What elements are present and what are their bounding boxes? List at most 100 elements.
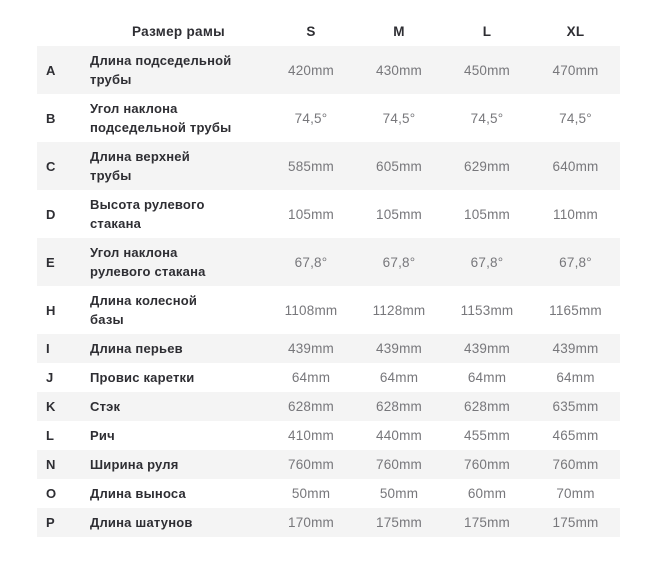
- header-row: Размер рамы S M L XL: [37, 16, 620, 46]
- cell-value-l: 455mm: [463, 428, 510, 443]
- cell-value-s: 628mm: [287, 399, 334, 414]
- column-header-letter-spacer: [37, 16, 90, 46]
- cell-value-xl: 70mm: [556, 486, 595, 501]
- cell-value-xl: 470mm: [552, 62, 599, 78]
- cell-value-xl: 465mm: [552, 428, 599, 443]
- cell-value-s: 585mm: [287, 158, 334, 174]
- cell-value-s: 760mm: [287, 457, 334, 472]
- cell-value-l: 439mm: [463, 341, 510, 356]
- frame-geometry-table: Размер рамы S M L XL A Длина подседельно…: [37, 16, 620, 537]
- row-label: Длина подседельной трубы: [90, 53, 232, 87]
- cell-value-l: 760mm: [463, 457, 510, 472]
- row-letter: I: [46, 341, 50, 356]
- cell-value-m: 430mm: [375, 62, 422, 78]
- table-row-p: P Длина шатунов 170mm 175mm 175mm 175mm: [37, 508, 620, 537]
- cell-value-xl: 67,8°: [559, 254, 592, 270]
- row-letter: E: [46, 254, 55, 270]
- column-header-size-xl: XL: [566, 23, 585, 39]
- cell-value-s: 1108mm: [284, 302, 338, 318]
- cell-value-l: 1153mm: [460, 302, 514, 318]
- cell-value-l: 105mm: [463, 206, 510, 222]
- column-header-size-s: S: [306, 23, 316, 39]
- cell-value-l: 64mm: [467, 370, 507, 385]
- row-label: Длина перьев: [90, 341, 183, 356]
- cell-value-s: 420mm: [287, 62, 334, 78]
- table-row-j: J Провис каретки 64mm 64mm 64mm 64mm: [37, 363, 620, 392]
- table-row-n: N Ширина руля 760mm 760mm 760mm 760mm: [37, 450, 620, 479]
- cell-value-m: 628mm: [375, 399, 422, 414]
- row-label: Ширина руля: [90, 457, 179, 472]
- column-header-size-l: L: [482, 23, 492, 39]
- row-label: Угол наклона подседельной трубы: [90, 101, 232, 135]
- table-row-l: L Рич 410mm 440mm 455mm 465mm: [37, 421, 620, 450]
- cell-value-xl: 635mm: [552, 399, 599, 414]
- cell-value-s: 105mm: [287, 206, 334, 222]
- cell-value-xl: 640mm: [552, 158, 599, 174]
- cell-value-m: 439mm: [375, 341, 422, 356]
- cell-value-m: 760mm: [375, 457, 422, 472]
- cell-value-m: 175mm: [375, 515, 422, 530]
- cell-value-m: 605mm: [375, 158, 422, 174]
- cell-value-s: 439mm: [287, 341, 334, 356]
- cell-value-m: 74,5°: [382, 110, 416, 126]
- cell-value-l: 628mm: [463, 399, 510, 414]
- cell-value-xl: 110mm: [552, 206, 598, 222]
- cell-value-l: 450mm: [463, 62, 510, 78]
- cell-value-m: 105mm: [375, 206, 422, 222]
- table-row-d: D Высота рулевого стакана 105mm 105mm 10…: [37, 190, 620, 238]
- column-header-frame-size: Размер рамы: [132, 23, 225, 39]
- table-row-i: I Длина перьев 439mm 439mm 439mm 439mm: [37, 334, 620, 363]
- table-row-a: A Длина подседельной трубы 420mm 430mm 4…: [37, 46, 620, 94]
- row-letter: C: [46, 158, 56, 174]
- cell-value-m: 67,8°: [382, 254, 416, 270]
- cell-value-m: 50mm: [379, 486, 419, 501]
- cell-value-m: 1128mm: [372, 302, 426, 318]
- row-label: Длина верхней трубы: [90, 149, 190, 183]
- cell-value-m: 440mm: [375, 428, 422, 443]
- row-label: Длина колесной базы: [90, 293, 198, 327]
- cell-value-l: 74,5°: [470, 110, 504, 126]
- cell-value-s: 64mm: [291, 370, 331, 385]
- cell-value-xl: 760mm: [552, 457, 599, 472]
- cell-value-xl: 439mm: [552, 341, 599, 356]
- row-label: Угол наклона рулевого стакана: [90, 245, 206, 279]
- row-letter: L: [46, 428, 55, 443]
- table-row-k: K Стэк 628mm 628mm 628mm 635mm: [37, 392, 620, 421]
- cell-value-s: 67,8°: [294, 254, 328, 270]
- row-letter: N: [46, 457, 56, 472]
- row-letter: D: [46, 206, 56, 222]
- cell-value-s: 74,5°: [294, 110, 328, 126]
- row-label: Стэк: [90, 399, 121, 414]
- cell-value-l: 67,8°: [470, 254, 504, 270]
- cell-value-l: 60mm: [467, 486, 507, 501]
- table-row-b: B Угол наклона подседельной трубы 74,5° …: [37, 94, 620, 142]
- cell-value-xl: 74,5°: [559, 110, 592, 126]
- row-letter: H: [46, 302, 56, 318]
- frame-geometry-section: Размер рамы S M L XL A Длина подседельно…: [37, 16, 620, 537]
- row-letter: K: [46, 399, 56, 414]
- row-letter: A: [46, 62, 56, 78]
- table-row-h: H Длина колесной базы 1108mm 1128mm 1153…: [37, 286, 620, 334]
- table-row-e: E Угол наклона рулевого стакана 67,8° 67…: [37, 238, 620, 286]
- cell-value-xl: 175mm: [552, 515, 599, 530]
- row-letter: P: [46, 515, 55, 530]
- table-row-c: C Длина верхней трубы 585mm 605mm 629mm …: [37, 142, 620, 190]
- row-label: Длина шатунов: [90, 515, 193, 530]
- row-letter: B: [46, 110, 56, 126]
- row-label: Высота рулевого стакана: [90, 197, 205, 231]
- cell-value-m: 64mm: [379, 370, 419, 385]
- row-label: Рич: [90, 428, 115, 443]
- cell-value-xl: 64mm: [556, 370, 595, 385]
- cell-value-s: 50mm: [291, 486, 331, 501]
- row-label: Длина выноса: [90, 486, 186, 501]
- cell-value-l: 175mm: [463, 515, 510, 530]
- row-label: Провис каретки: [90, 370, 195, 385]
- row-letter: O: [46, 486, 57, 501]
- cell-value-l: 629mm: [463, 158, 510, 174]
- cell-value-s: 170mm: [287, 515, 334, 530]
- row-letter: J: [46, 370, 54, 385]
- cell-value-s: 410mm: [287, 428, 334, 443]
- table-row-o: O Длина выноса 50mm 50mm 60mm 70mm: [37, 479, 620, 508]
- cell-value-xl: 1165mm: [549, 302, 602, 318]
- column-header-size-m: M: [393, 23, 405, 39]
